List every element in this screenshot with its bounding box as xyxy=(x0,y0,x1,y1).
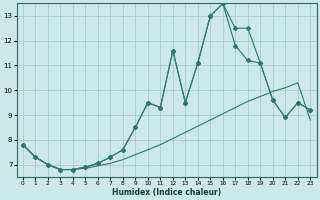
X-axis label: Humidex (Indice chaleur): Humidex (Indice chaleur) xyxy=(112,188,221,197)
